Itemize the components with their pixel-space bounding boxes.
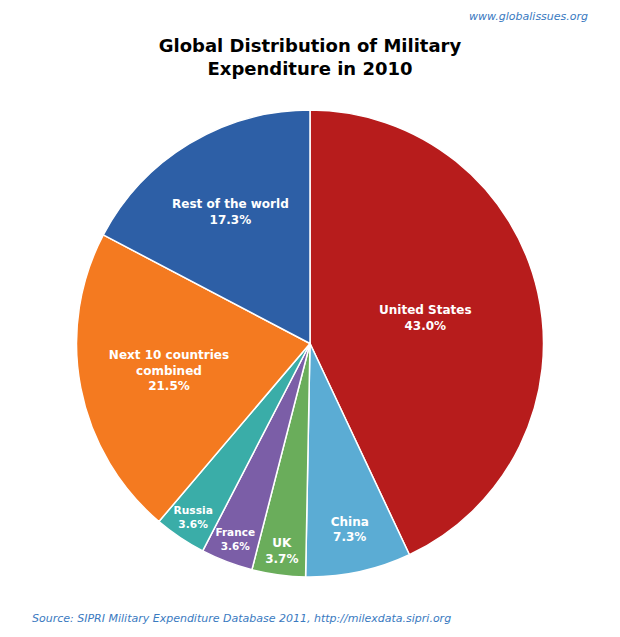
svg-text:China7.3%: China7.3% <box>331 515 369 545</box>
svg-text:www.globalissues.org: www.globalissues.org <box>469 10 588 23</box>
svg-text:France3.6%: France3.6% <box>215 526 255 552</box>
svg-text:Russia3.6%: Russia3.6% <box>173 504 212 531</box>
svg-text:Source: SIPRI Military Expendi: Source: SIPRI Military Expenditure Datab… <box>32 612 451 625</box>
svg-text:UK3.7%: UK3.7% <box>265 536 298 566</box>
svg-text:Global Distribution of Militar: Global Distribution of MilitaryExpenditu… <box>159 35 462 79</box>
svg-text:Next 10 countriescombined21.5%: Next 10 countriescombined21.5% <box>109 348 229 393</box>
svg-text:Rest of the world17.3%: Rest of the world17.3% <box>172 197 289 227</box>
svg-text:United States43.0%: United States43.0% <box>379 303 472 333</box>
